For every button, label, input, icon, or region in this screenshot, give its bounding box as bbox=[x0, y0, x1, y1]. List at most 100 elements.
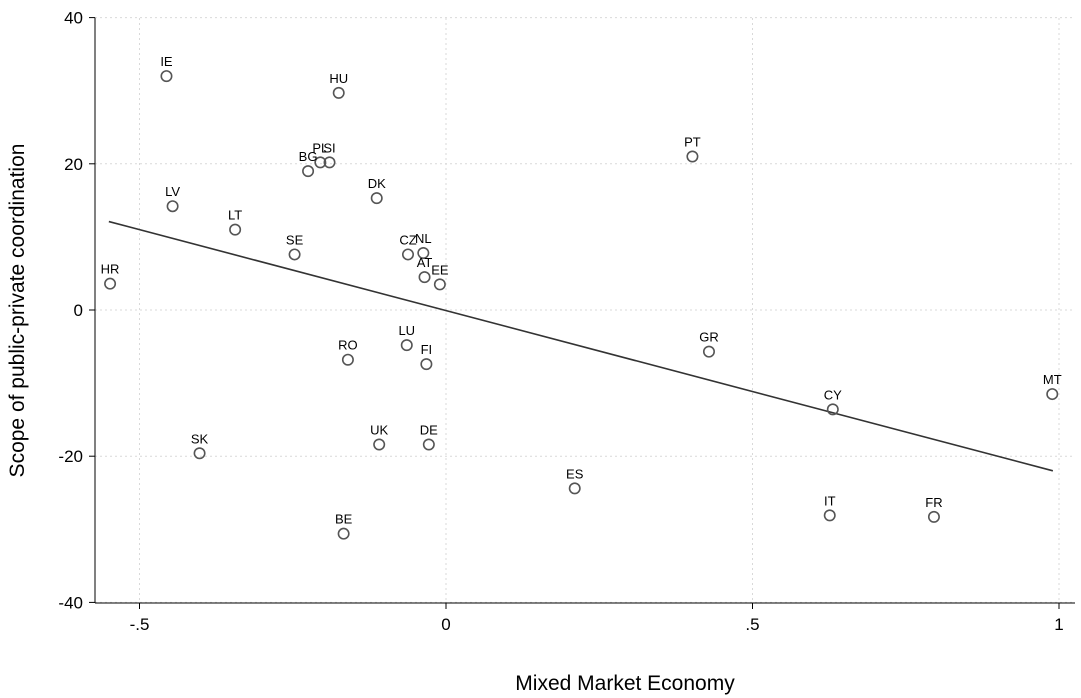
data-point: MT bbox=[1043, 372, 1062, 401]
point-marker bbox=[166, 200, 179, 213]
point-label: NL bbox=[415, 231, 432, 246]
tick-labels: -.5 0 .5 1 -40 -20 0 20 40 bbox=[58, 9, 1063, 634]
data-point: LT bbox=[228, 208, 242, 236]
y-tick-label: 20 bbox=[64, 155, 83, 174]
point-marker bbox=[104, 277, 117, 290]
data-point: SE bbox=[286, 232, 304, 261]
point-label: RO bbox=[338, 338, 358, 353]
axes bbox=[89, 17, 1075, 609]
data-point: BG bbox=[299, 149, 318, 178]
point-marker bbox=[314, 156, 327, 169]
point-label: FI bbox=[421, 342, 433, 357]
data-point: HU bbox=[329, 71, 348, 99]
point-label: ES bbox=[566, 466, 584, 481]
point-label: IT bbox=[824, 493, 836, 508]
point-marker bbox=[422, 438, 435, 451]
point-label: DE bbox=[420, 423, 438, 438]
data-point: DK bbox=[368, 176, 386, 205]
data-point: SK bbox=[191, 431, 209, 460]
point-label: SI bbox=[323, 140, 335, 155]
point-label: PT bbox=[684, 134, 701, 149]
point-marker bbox=[1046, 388, 1059, 401]
point-marker bbox=[823, 509, 836, 522]
point-label: EE bbox=[431, 262, 449, 277]
grid-lines bbox=[95, 17, 1075, 603]
data-point: SI bbox=[323, 140, 336, 169]
data-point: PT bbox=[684, 134, 701, 163]
point-label: IE bbox=[160, 54, 173, 69]
point-label: LU bbox=[398, 323, 415, 338]
point-marker bbox=[686, 150, 699, 163]
point-label: FR bbox=[925, 495, 942, 510]
x-tick-label: .5 bbox=[745, 615, 759, 634]
point-marker bbox=[323, 156, 336, 169]
data-point: AT bbox=[417, 255, 433, 284]
data-point: DE bbox=[420, 423, 438, 451]
point-marker bbox=[337, 527, 350, 540]
point-label: CY bbox=[824, 387, 842, 402]
data-point: EE bbox=[431, 262, 449, 291]
point-marker bbox=[417, 246, 430, 259]
point-label: DK bbox=[368, 176, 386, 191]
point-marker bbox=[418, 271, 431, 284]
data-point: PL bbox=[312, 140, 328, 169]
data-point: ES bbox=[566, 466, 584, 495]
data-point: LU bbox=[398, 323, 415, 352]
point-label: UK bbox=[370, 423, 388, 438]
point-marker bbox=[568, 482, 581, 495]
point-marker bbox=[826, 403, 839, 416]
fit-line bbox=[108, 220, 1054, 472]
y-tick-label: 0 bbox=[74, 301, 83, 320]
point-marker bbox=[927, 510, 940, 523]
data-point: CY bbox=[824, 387, 842, 416]
x-axis-title: Mixed Market Economy bbox=[515, 672, 735, 695]
data-point: FI bbox=[420, 342, 433, 371]
point-marker bbox=[401, 248, 414, 261]
data-point: CZ bbox=[399, 232, 417, 261]
point-marker bbox=[433, 278, 446, 291]
x-tick-label: -.5 bbox=[130, 615, 150, 634]
point-label: LT bbox=[228, 208, 242, 223]
point-marker bbox=[160, 70, 173, 83]
y-axis-title: Scope of public-private coordination bbox=[6, 144, 29, 478]
point-marker bbox=[229, 223, 242, 236]
point-marker bbox=[702, 345, 715, 358]
point-label: AT bbox=[417, 255, 433, 270]
point-label: HR bbox=[101, 262, 120, 277]
data-point: RO bbox=[338, 338, 358, 366]
point-label: MT bbox=[1043, 372, 1062, 387]
y-tick-label: -20 bbox=[58, 447, 83, 466]
point-label: BE bbox=[335, 512, 353, 527]
x-tick-label: 1 bbox=[1054, 615, 1063, 634]
point-label: LV bbox=[165, 184, 180, 199]
data-point: BE bbox=[335, 512, 353, 540]
data-point: IE bbox=[160, 54, 173, 83]
data-point: NL bbox=[415, 231, 432, 259]
fit-line-group bbox=[108, 220, 1054, 472]
data-point: HR bbox=[101, 262, 120, 290]
point-label: GR bbox=[699, 330, 719, 345]
data-point: FR bbox=[925, 495, 943, 523]
point-label: SE bbox=[286, 232, 304, 247]
data-point: LV bbox=[165, 184, 180, 213]
point-label: BG bbox=[299, 149, 318, 164]
point-marker bbox=[373, 438, 386, 451]
y-tick-label: 40 bbox=[64, 9, 83, 28]
point-marker bbox=[420, 358, 433, 371]
point-marker bbox=[332, 86, 345, 99]
y-tick-label: -40 bbox=[58, 593, 83, 612]
x-tick-label: 0 bbox=[441, 615, 450, 634]
point-marker bbox=[400, 339, 413, 352]
point-marker bbox=[370, 192, 383, 205]
point-marker bbox=[288, 248, 301, 261]
point-marker bbox=[193, 447, 206, 460]
point-label: CZ bbox=[399, 232, 416, 247]
data-point: IT bbox=[823, 493, 836, 522]
point-marker bbox=[341, 353, 354, 366]
data-point: GR bbox=[699, 330, 719, 358]
point-marker bbox=[302, 165, 315, 178]
point-label: HU bbox=[329, 71, 348, 86]
point-label: SK bbox=[191, 431, 209, 446]
